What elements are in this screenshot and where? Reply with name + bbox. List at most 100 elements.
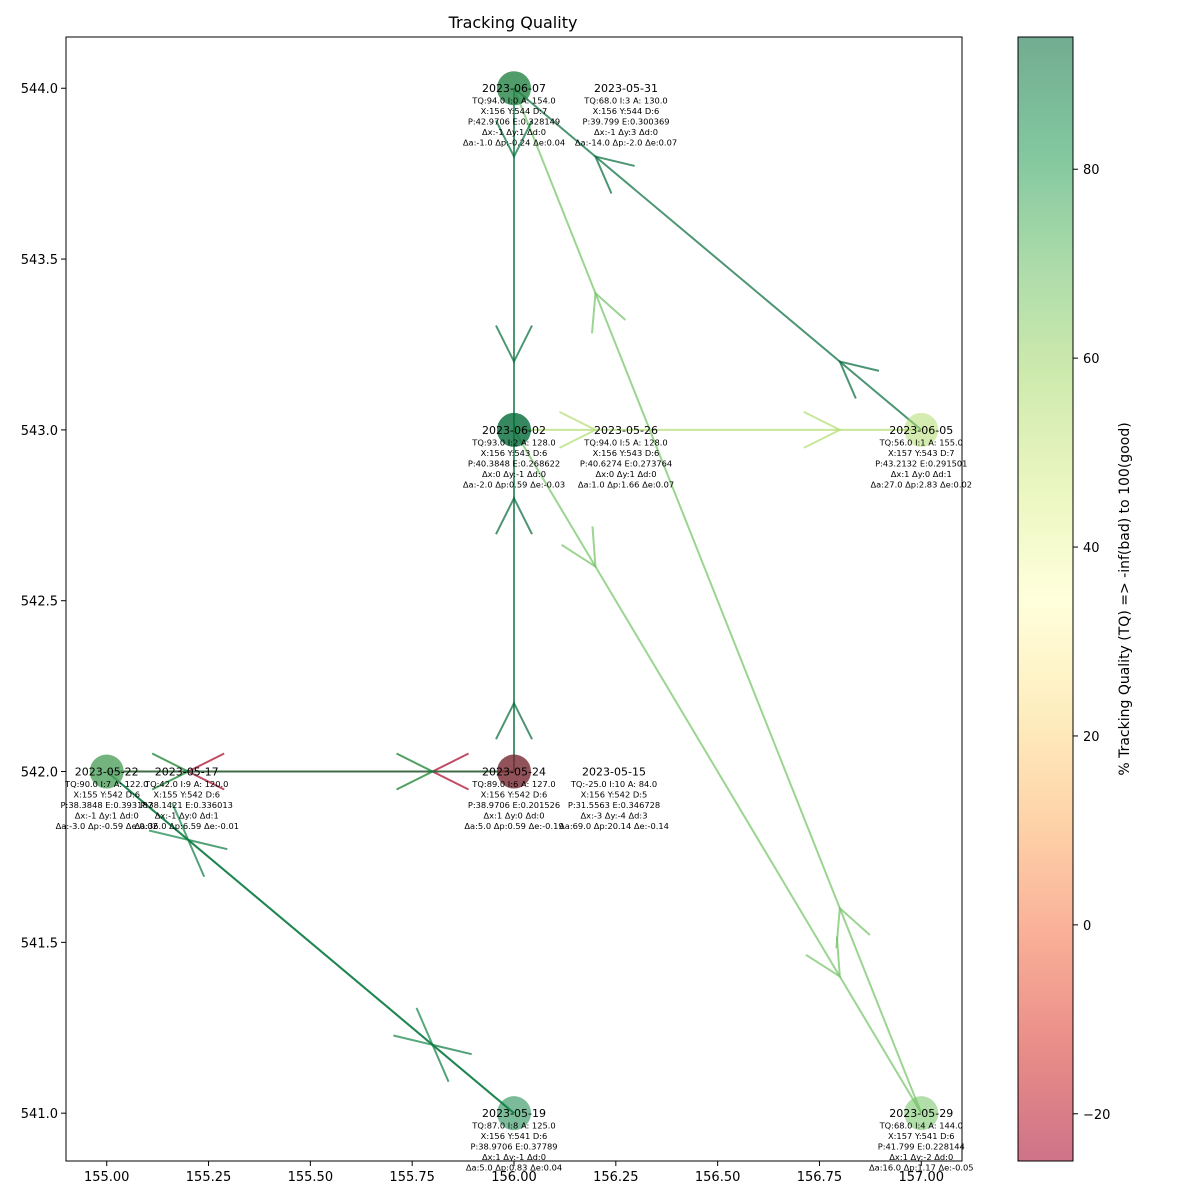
point-info-line: Δx:1 Δy:0 Δd:1	[891, 469, 952, 479]
point-info-line: P:39.799 E:0.300369	[582, 117, 669, 127]
colorbar-tick-label: 20	[1083, 730, 1100, 745]
point-date: 2023-05-19	[482, 1107, 546, 1120]
arrow-head	[495, 325, 533, 364]
point-date: 2023-06-07	[482, 82, 546, 95]
point-marker-p0515[interactable]	[497, 754, 531, 789]
point-info-line: TQ:87.0 I:8 A: 125.0	[471, 1121, 555, 1131]
point-marker-p0522[interactable]	[89, 754, 124, 789]
point-marker-p0607[interactable]	[497, 71, 531, 106]
colorbar-frame	[1017, 36, 1074, 1162]
trajectory-arrow-5	[495, 429, 533, 772]
point-date: 2023-05-22	[75, 766, 139, 779]
point-info-line: P:40.3848 E:0.268622	[468, 458, 560, 468]
point-info-line: Δx:-1 Δy:0 Δd:1	[155, 811, 219, 821]
colorbar-tick-label: 0	[1083, 919, 1091, 934]
point-info-line: X:157 Y:543 D:7	[888, 448, 955, 458]
point-info-line: TQ:89.0 I:6 A: 127.0	[471, 779, 555, 789]
arrow-head	[396, 752, 435, 791]
trajectory-arrow-7	[513, 87, 923, 1114]
point-info-line: X:156 Y:543 D:6	[481, 448, 548, 458]
x-tick-label: 155.00	[84, 1170, 130, 1185]
arrow-head	[495, 700, 533, 740]
point-info-line: Δa:-3.0 Δp:-0.59 Δe:0.02	[56, 821, 158, 831]
arrow-head	[186, 838, 228, 878]
point-info-line: X:155 Y:542 D:6	[73, 790, 140, 800]
trajectory-arrow-4	[106, 752, 514, 791]
arrow-head	[151, 752, 191, 791]
x-axis: 155.00 155.25 155.50 155.75 156.00 156.25 156.…	[84, 1161, 944, 1185]
point-date: 2023-05-17	[155, 766, 219, 779]
point-info-line: TQ:68.0 I:4 A: 144.0	[879, 1121, 963, 1131]
chart-title: Tracking Quality	[448, 13, 578, 32]
points-layer	[89, 71, 939, 1131]
point-date: 2023-05-29	[889, 1107, 953, 1120]
point-info-line: TQ:94.0 I:0 A: 154.0	[471, 96, 555, 106]
point-info-line: Δx:1 Δy:-2 Δd:0	[889, 1152, 953, 1162]
x-tick-label: 155.75	[389, 1170, 435, 1185]
point-info-line: TQ:56.0 I:1 A: 155.0	[879, 437, 963, 447]
colorbar	[1018, 37, 1073, 1161]
arrow-head	[495, 495, 533, 535]
point-date: 2023-06-02	[482, 424, 546, 437]
point-date: 2023-05-31	[594, 82, 658, 95]
y-tick-label: 543.0	[21, 424, 58, 439]
colorbar-tick-label: 40	[1083, 541, 1100, 556]
point-info-line: X:156 Y:542 D:5	[581, 790, 648, 800]
y-tick-label: 542.5	[21, 595, 58, 610]
point-info-line: X:156 Y:543 D:6	[593, 448, 660, 458]
colorbar-tick-label: 60	[1083, 352, 1100, 367]
point-date: 2023-05-26	[594, 424, 658, 437]
trajectory-arrow-3	[106, 770, 515, 1114]
point-info-line: Δx:1 Δy:-1 Δd:0	[482, 1152, 546, 1162]
point-date: 2023-05-24	[482, 766, 546, 779]
point-info-line: Δa:16.0 Δp:1.17 Δe:-0.05	[869, 1163, 974, 1173]
x-tick-label: 156.75	[797, 1170, 843, 1185]
point-info-line: P:42.9706 E:0.328149	[468, 117, 560, 127]
x-tick-label: 155.50	[288, 1170, 334, 1185]
point-info-line: Δx:1 Δy:0 Δd:0	[483, 811, 544, 821]
point-info-line: Δx:0 Δy:1 Δd:0	[595, 469, 656, 479]
arrow-head	[803, 410, 843, 449]
point-info-line: TQ:90.0 I:7 A: 122.0	[64, 779, 148, 789]
arrow-head	[593, 155, 635, 194]
point-info-line: Δa:-14.0 Δp:-2.0 Δe:0.07	[575, 138, 677, 148]
point-info-line: X:155 Y:542 D:6	[153, 790, 220, 800]
point-info-line: TQ:68.0 I:3 A: 130.0	[583, 96, 667, 106]
point-info-line: Δa:5.0 Δp:0.59 Δe:-0.19	[464, 821, 563, 831]
point-info-line: P:38.1421 E:0.336013	[141, 800, 233, 810]
y-tick-label: 542.0	[21, 766, 58, 781]
point-info-line: X:156 Y:542 D:6	[481, 790, 548, 800]
point-info-line: P:41.799 E:0.228144	[878, 1142, 965, 1152]
point-marker-p0605[interactable]	[904, 412, 939, 447]
arrow-head	[495, 120, 533, 159]
arrow-head	[838, 360, 880, 399]
point-marker-p0602[interactable]	[497, 412, 531, 447]
point-info-line: X:156 Y:544 D:6	[593, 106, 660, 116]
point-marker-p0529[interactable]	[904, 1096, 939, 1131]
trajectory-arrow-6	[513, 429, 923, 1114]
arrow-head	[805, 936, 841, 979]
y-tick-label: 541.0	[21, 1107, 58, 1122]
colorbar-tick-label: 80	[1083, 163, 1100, 178]
point-info-line: P:38.9706 E:0.37789	[470, 1142, 557, 1152]
point-info-line: Δx:-1 Δy:3 Δd:0	[594, 127, 658, 137]
arrow-head	[835, 906, 871, 949]
point-info-line: Δx:-3 Δy:-4 Δd:3	[581, 811, 648, 821]
point-marker-p0519[interactable]	[497, 1096, 531, 1131]
point-info-line: Δa:1.0 Δp:1.66 Δe:0.07	[578, 479, 674, 489]
x-tick-label: 156.25	[593, 1170, 639, 1185]
point-info-line: X:157 Y:541 D:6	[888, 1131, 955, 1141]
x-tick-label: 156.50	[695, 1170, 741, 1185]
x-tick-label: 156.00	[491, 1170, 537, 1185]
